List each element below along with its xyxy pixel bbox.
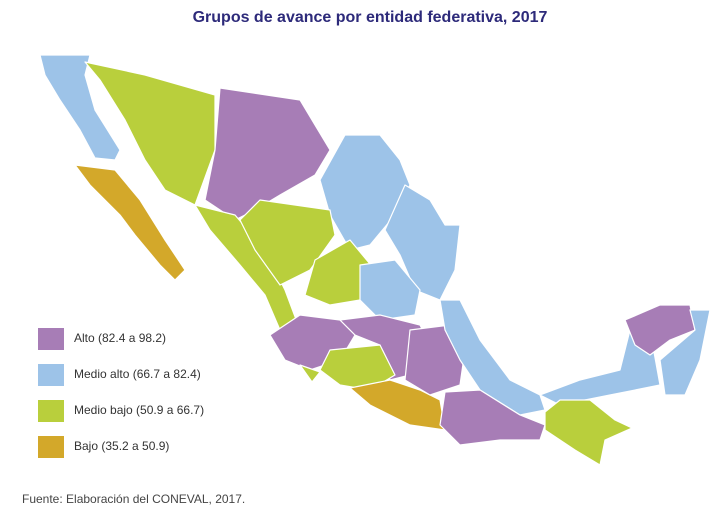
state [74, 164, 186, 281]
states [39, 54, 711, 466]
state [359, 259, 421, 321]
legend-swatch [38, 328, 64, 350]
state [439, 299, 546, 416]
title: Grupos de avance por entidad federativa,… [193, 9, 548, 26]
state [204, 87, 331, 221]
legend: Alto (82.4 a 98.2) Medio alto (66.7 a 82.… [38, 328, 204, 458]
legend-label: Alto (82.4 a 98.2) [74, 331, 166, 345]
legend-label: Medio alto (66.7 a 82.4) [74, 367, 201, 381]
state [439, 389, 546, 446]
legend-swatch [38, 400, 64, 422]
state [319, 134, 411, 251]
legend-label: Bajo (35.2 a 50.9) [74, 439, 169, 453]
state [239, 199, 336, 286]
source: Fuente: Elaboración del CONEVAL, 2017. [22, 492, 245, 506]
legend-swatch [38, 436, 64, 458]
state [384, 184, 461, 301]
state [84, 61, 216, 206]
legend-swatch [38, 364, 64, 386]
state [39, 54, 121, 161]
state [624, 304, 696, 356]
state [544, 399, 633, 466]
legend-label: Medio bajo (50.9 a 66.7) [74, 403, 204, 417]
state [299, 364, 321, 383]
state [659, 309, 711, 396]
